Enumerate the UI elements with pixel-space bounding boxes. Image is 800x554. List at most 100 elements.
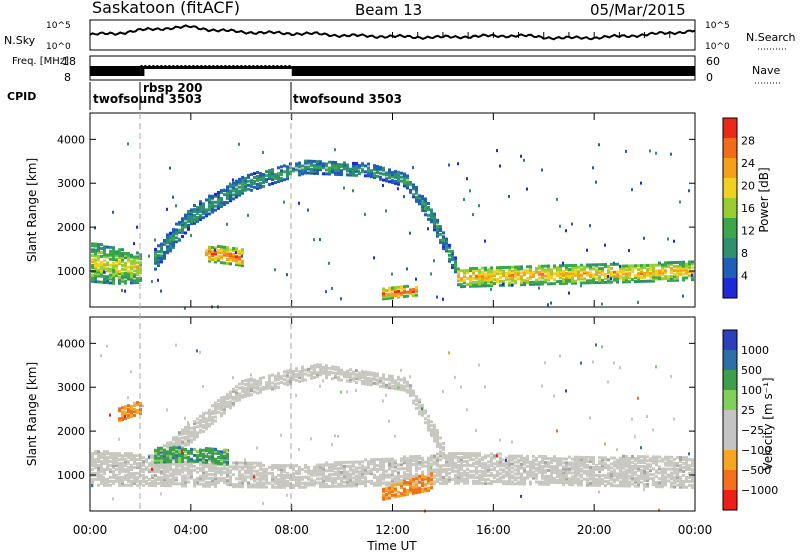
heatmap-cell <box>649 267 652 271</box>
heatmap-cell <box>631 472 634 476</box>
heatmap-speckle <box>670 152 672 156</box>
heatmap-cell <box>646 467 649 471</box>
heatmap-cell <box>454 479 457 483</box>
heatmap-cell <box>238 477 241 481</box>
heatmap-cell <box>319 164 322 168</box>
heatmap-cell <box>190 476 193 480</box>
heatmap-cell <box>319 471 322 475</box>
heatmap-cell <box>199 204 202 208</box>
heatmap-cell <box>181 217 184 221</box>
heatmap-cell <box>430 420 433 424</box>
heatmap-cell <box>535 480 538 484</box>
heatmap-speckle <box>286 273 288 277</box>
heatmap-cell <box>427 486 430 490</box>
heatmap-cell <box>640 476 643 480</box>
heatmap-cell <box>292 476 295 480</box>
heatmap-cell <box>598 468 601 472</box>
heatmap-cell <box>211 412 214 416</box>
heatmap-cell <box>280 477 283 481</box>
heatmap-cell <box>394 385 397 389</box>
heatmap-cell <box>676 477 679 481</box>
heatmap-cell <box>283 481 286 485</box>
heatmap-cell <box>508 464 511 468</box>
heatmap-cell <box>340 378 343 382</box>
heatmap-speckle <box>214 248 216 252</box>
heatmap-cell <box>283 370 286 374</box>
heatmap-cell <box>199 462 202 466</box>
heatmap-cell <box>682 276 685 280</box>
heatmap-cell <box>586 281 589 285</box>
heatmap-cell <box>286 476 289 480</box>
heatmap-cell <box>217 404 220 408</box>
heatmap-cell <box>574 265 577 269</box>
heatmap-cell <box>637 482 640 486</box>
heatmap-cell <box>205 458 208 462</box>
heatmap-cell <box>241 263 244 267</box>
heatmap-cell <box>565 461 568 465</box>
heatmap-cell <box>619 466 622 470</box>
heatmap-cell <box>295 470 298 474</box>
heatmap-cell <box>490 460 493 464</box>
heatmap-cell <box>568 467 571 471</box>
heatmap-cell <box>400 291 403 295</box>
heatmap-cell <box>160 476 163 480</box>
heatmap-cell <box>133 454 136 458</box>
heatmap-cell <box>226 185 229 189</box>
heatmap-cell <box>529 276 532 280</box>
heatmap-cell <box>151 476 154 480</box>
heatmap-cell <box>571 479 574 483</box>
heatmap-cell <box>196 425 199 429</box>
heatmap-cell <box>589 475 592 479</box>
heatmap-speckle <box>472 213 474 217</box>
heatmap-cell <box>163 240 166 244</box>
heatmap-speckle <box>415 277 417 281</box>
heatmap-speckle <box>100 354 102 358</box>
heatmap-cell <box>301 172 304 176</box>
heatmap-cell <box>151 456 154 460</box>
heatmap-cell <box>160 450 163 454</box>
heatmap-cell <box>235 187 238 191</box>
heatmap-cell <box>679 270 682 274</box>
heatmap-cell <box>655 475 658 479</box>
heatmap-cell <box>157 254 160 258</box>
heatmap-speckle <box>595 180 597 184</box>
heatmap-cell <box>442 479 445 483</box>
heatmap-cell <box>196 454 199 458</box>
heatmap-cell <box>415 199 418 203</box>
heatmap-cell <box>592 477 595 481</box>
heatmap-cell <box>280 466 283 470</box>
heatmap-cell <box>313 370 316 374</box>
heatmap-cell <box>343 373 346 377</box>
heatmap-cell <box>427 472 430 476</box>
heatmap-cell <box>385 481 388 485</box>
heatmap-cell <box>607 270 610 274</box>
heatmap-cell <box>319 365 322 369</box>
heatmap-cell <box>487 278 490 282</box>
heatmap-cell <box>112 273 115 277</box>
heatmap-cell <box>313 483 316 487</box>
heatmap-cell <box>547 474 550 478</box>
heatmap-cell <box>94 264 97 268</box>
heatmap-cell <box>292 483 295 487</box>
heatmap-cell <box>481 282 484 286</box>
heatmap-cell <box>382 291 385 295</box>
heatmap-cell <box>295 373 298 377</box>
heatmap-cell <box>625 476 628 480</box>
heatmap-cell <box>388 475 391 479</box>
heatmap-cell <box>268 471 271 475</box>
heatmap-cell <box>607 268 610 272</box>
heatmap-cell <box>409 188 412 192</box>
heatmap-cell <box>394 493 397 497</box>
heatmap-cell <box>196 215 199 219</box>
heatmap-cell <box>205 214 208 218</box>
heatmap-cell <box>685 464 688 468</box>
heatmap-cell <box>412 457 415 461</box>
heatmap-cell <box>649 273 652 277</box>
heatmap-cell <box>691 485 694 489</box>
heatmap-cell <box>373 174 376 178</box>
heatmap-cell <box>271 475 274 479</box>
heatmap-cell <box>307 477 310 481</box>
heatmap-cell <box>226 393 229 397</box>
heatmap-cell <box>319 477 322 481</box>
heatmap-cell <box>325 370 328 374</box>
